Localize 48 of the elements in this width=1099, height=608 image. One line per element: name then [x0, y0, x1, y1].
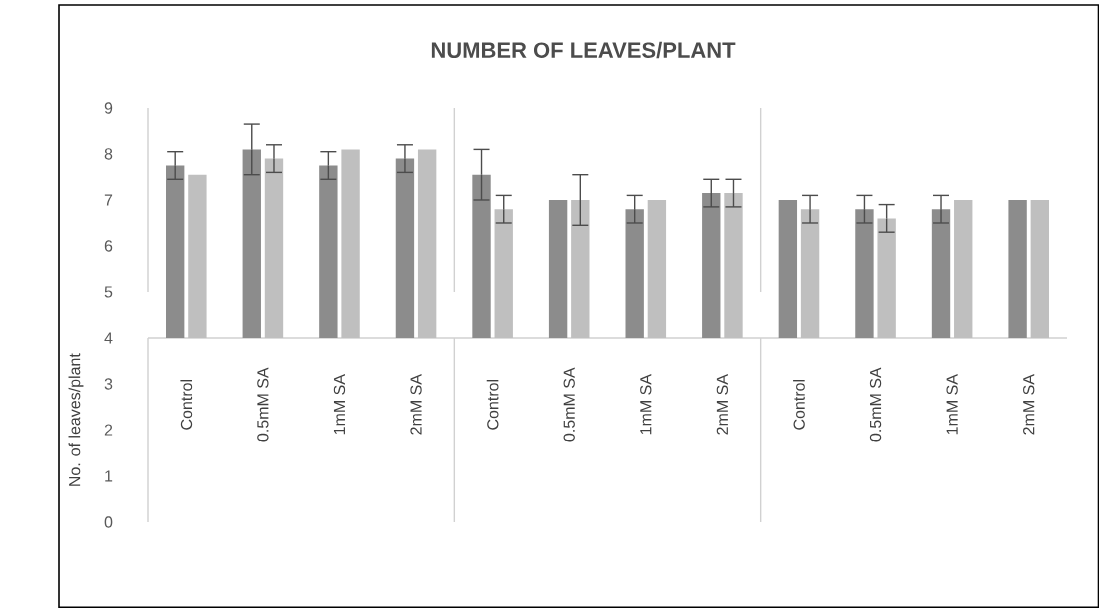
- bar: [395, 158, 415, 338]
- y-tick-label: 8: [104, 148, 113, 160]
- bar: [472, 174, 491, 338]
- bar: [800, 209, 820, 338]
- bar: [166, 165, 185, 338]
- bar: [319, 165, 338, 338]
- bar: [548, 199, 568, 338]
- x-tick-label: 0.5mM SA: [563, 367, 575, 442]
- bar: [341, 149, 360, 338]
- y-tick-label: 7: [104, 194, 113, 206]
- y-tick-label: 4: [104, 332, 113, 344]
- x-tick-label: 1mM SA: [946, 374, 958, 435]
- bar: [1030, 199, 1049, 338]
- bar: [778, 199, 798, 338]
- y-tick-label: 3: [104, 378, 113, 390]
- bar: [647, 199, 667, 338]
- bar: [724, 193, 743, 338]
- x-tick-label: 0.5mM SA: [869, 367, 882, 442]
- bar: [571, 199, 590, 338]
- bar: [242, 149, 261, 338]
- y-tick-label: 0: [104, 516, 113, 528]
- y-tick-label: 6: [104, 240, 113, 252]
- y-tick-label: 9: [104, 102, 113, 114]
- x-tick-label: 0.5mM SA: [257, 367, 269, 442]
- bar: [494, 209, 513, 338]
- bar: [877, 218, 896, 338]
- y-axis-title: No. of leaves/plant: [68, 353, 84, 486]
- bar: [931, 209, 951, 338]
- y-tick-label: 1: [105, 470, 113, 482]
- x-tick-label: 1mM SA: [333, 374, 346, 435]
- y-tick-label: 5: [104, 286, 113, 298]
- bar: [625, 209, 644, 338]
- bar: [188, 174, 207, 338]
- x-tick-label: 2mM SA: [716, 374, 729, 435]
- x-tick-label: 2mM SA: [410, 374, 422, 435]
- x-tick-label: Control: [486, 379, 499, 430]
- x-tick-label: Control: [793, 379, 805, 430]
- x-tick-label: 1mM SA: [640, 374, 652, 435]
- bar: [264, 158, 284, 338]
- bar: [855, 209, 874, 338]
- x-tick-label: Control: [180, 379, 193, 430]
- bar: [954, 199, 973, 338]
- bar: [1008, 199, 1027, 338]
- chart-title: NUMBER OF LEAVES/PLANT: [431, 41, 736, 59]
- x-tick-label: 2mM SA: [1023, 374, 1035, 435]
- bar: [702, 193, 721, 338]
- y-tick-label: 2: [104, 424, 113, 436]
- bar: [417, 149, 437, 338]
